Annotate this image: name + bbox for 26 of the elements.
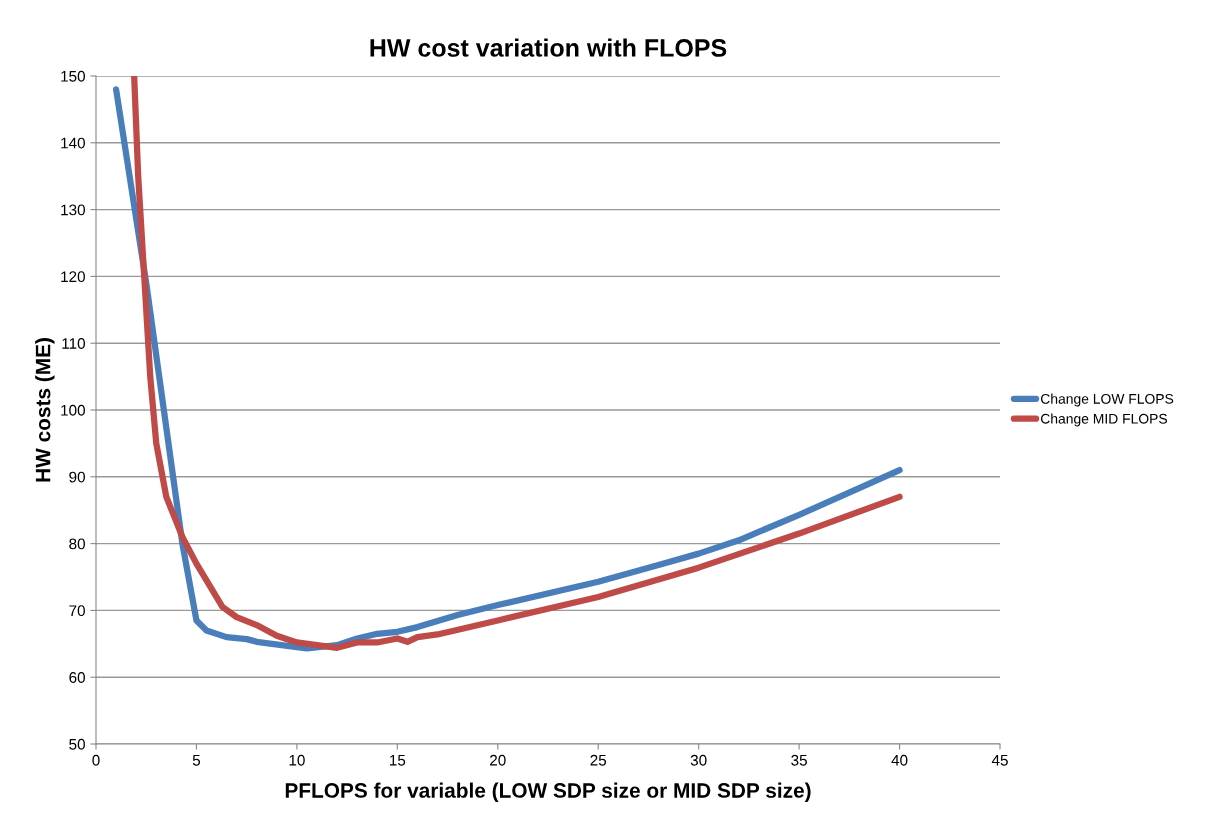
y-tick-label: 130 <box>61 204 85 216</box>
chart-title: HW cost variation with FLOPS <box>370 38 727 57</box>
x-tick-label: 30 <box>690 754 707 766</box>
y-tick-label: 90 <box>69 471 85 483</box>
x-tick-label: 0 <box>92 754 100 766</box>
y-tick-label: 80 <box>69 538 85 550</box>
x-tick-label: 20 <box>490 754 506 766</box>
y-tick-label: 100 <box>61 404 85 416</box>
y-tick-label: 70 <box>69 605 85 617</box>
legend-label: Change MID FLOPS <box>1040 413 1168 427</box>
y-tick-label: 120 <box>61 271 85 283</box>
y-axis-title: HW costs (ME) <box>35 338 55 482</box>
legend-label: Change LOW FLOPS <box>1040 393 1174 407</box>
x-tick-label: 25 <box>590 754 607 766</box>
x-tick-label: 40 <box>891 754 908 766</box>
y-tick-label: 60 <box>69 672 85 683</box>
x-tick-label: 15 <box>390 754 406 766</box>
x-tick-label: 10 <box>289 754 305 766</box>
x-tick-label: 45 <box>991 754 1008 766</box>
x-tick-label: 35 <box>791 754 807 766</box>
x-tick-label: 5 <box>192 754 201 766</box>
y-tick-label: 50 <box>69 738 85 750</box>
y-tick-label: 150 <box>61 70 85 82</box>
x-axis-title: PFLOPS for variable (LOW SDP size or MID SDP size) <box>285 782 811 802</box>
y-tick-label: 140 <box>61 137 85 149</box>
y-tick-label: 110 <box>62 338 85 349</box>
